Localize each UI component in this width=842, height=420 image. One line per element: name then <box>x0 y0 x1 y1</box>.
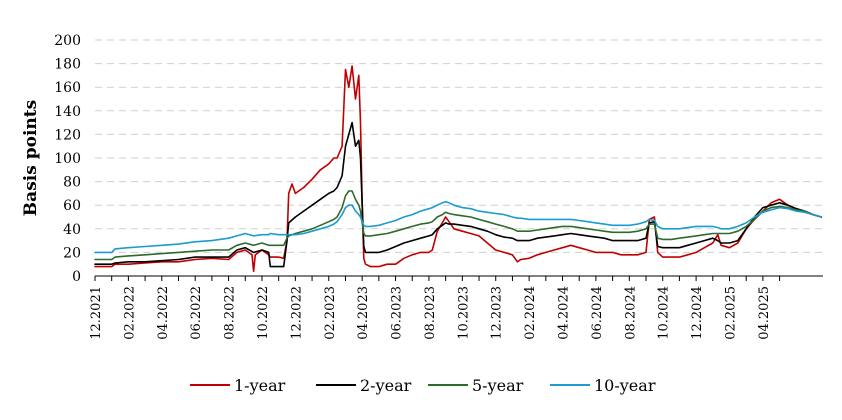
axes <box>94 275 823 281</box>
x-tick-label: 12.2021 <box>89 286 104 340</box>
x-tick-label: 10.2022 <box>256 286 271 340</box>
x-tick-label: 12.2024 <box>690 286 705 340</box>
y-tick-labels: 0 20 40 60 80 100 120 140 160 180 200 <box>54 33 81 285</box>
x-tick-label: 12.2022 <box>289 286 304 340</box>
x-tick-label: 04.2024 <box>557 286 572 340</box>
y-tick-label: 20 <box>63 245 81 261</box>
y-axis-title: Basis points <box>21 100 41 216</box>
series-line-2-year <box>94 121 823 268</box>
y-tick-label: 200 <box>54 33 81 49</box>
x-tick-label: 12.2023 <box>490 286 505 340</box>
x-tick-label: 04.2025 <box>757 286 772 340</box>
x-tick-label: 04.2022 <box>156 286 171 340</box>
legend-label-2-year: 2-year <box>360 376 412 395</box>
legend-label-5-year: 5-year <box>472 376 524 395</box>
x-tick-label: 02.2023 <box>323 286 338 340</box>
x-tick-label: 08.2024 <box>623 286 638 340</box>
y-tick-label: 0 <box>72 269 81 285</box>
series-line-5-year <box>94 190 823 261</box>
y-tick-label: 60 <box>63 198 81 214</box>
y-tick-label: 180 <box>54 57 81 73</box>
x-tick-label: 02.2022 <box>122 286 137 340</box>
gridlines <box>95 39 823 253</box>
x-tick-label: 02.2024 <box>523 286 538 340</box>
legend-label-10-year: 10-year <box>594 376 656 395</box>
x-tick-label: 06.2024 <box>590 286 605 340</box>
y-tick-label: 120 <box>54 127 81 143</box>
x-tick-label: 10.2023 <box>456 286 471 340</box>
x-tick-labels: 12.2021 02.2022 04.2022 06.2022 08.2022 10.20… <box>89 286 772 340</box>
y-tick-label: 100 <box>54 151 81 167</box>
x-tick-label: 06.2022 <box>189 286 204 340</box>
series-lines <box>94 65 823 273</box>
legend-label-1-year: 1-year <box>234 376 286 395</box>
x-tick-label: 04.2023 <box>356 286 371 340</box>
y-tick-label: 140 <box>54 104 81 120</box>
x-tick-label: 08.2022 <box>223 286 238 340</box>
x-tick-label: 08.2023 <box>423 286 438 340</box>
series-line-10-year <box>94 200 823 254</box>
y-tick-label: 80 <box>63 175 81 191</box>
x-tick-label: 02.2025 <box>723 286 738 340</box>
y-tick-label: 160 <box>54 80 81 96</box>
x-tick-label: 06.2023 <box>390 286 405 340</box>
x-tick-label: 10.2024 <box>657 286 672 340</box>
legend: 1-year 2-year 5-year 10-year <box>190 376 656 395</box>
y-tick-label: 40 <box>63 222 81 238</box>
